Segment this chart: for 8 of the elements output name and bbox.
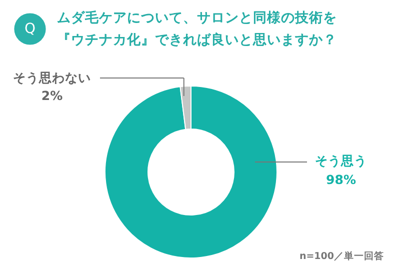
chart-title: ムダ毛ケアについて、サロンと同様の技術を『ウチナカ化』できれば良いと思いますか？: [57, 9, 337, 48]
text: Q: [24, 21, 36, 37]
text: n=100／単一回答: [299, 250, 384, 262]
data-label: 98%: [326, 172, 356, 187]
slice-label: そう思わない: [13, 70, 91, 85]
data-label: 2%: [41, 88, 64, 103]
slice-label: そう思う: [315, 153, 367, 168]
donut-slice: [104, 86, 278, 258]
